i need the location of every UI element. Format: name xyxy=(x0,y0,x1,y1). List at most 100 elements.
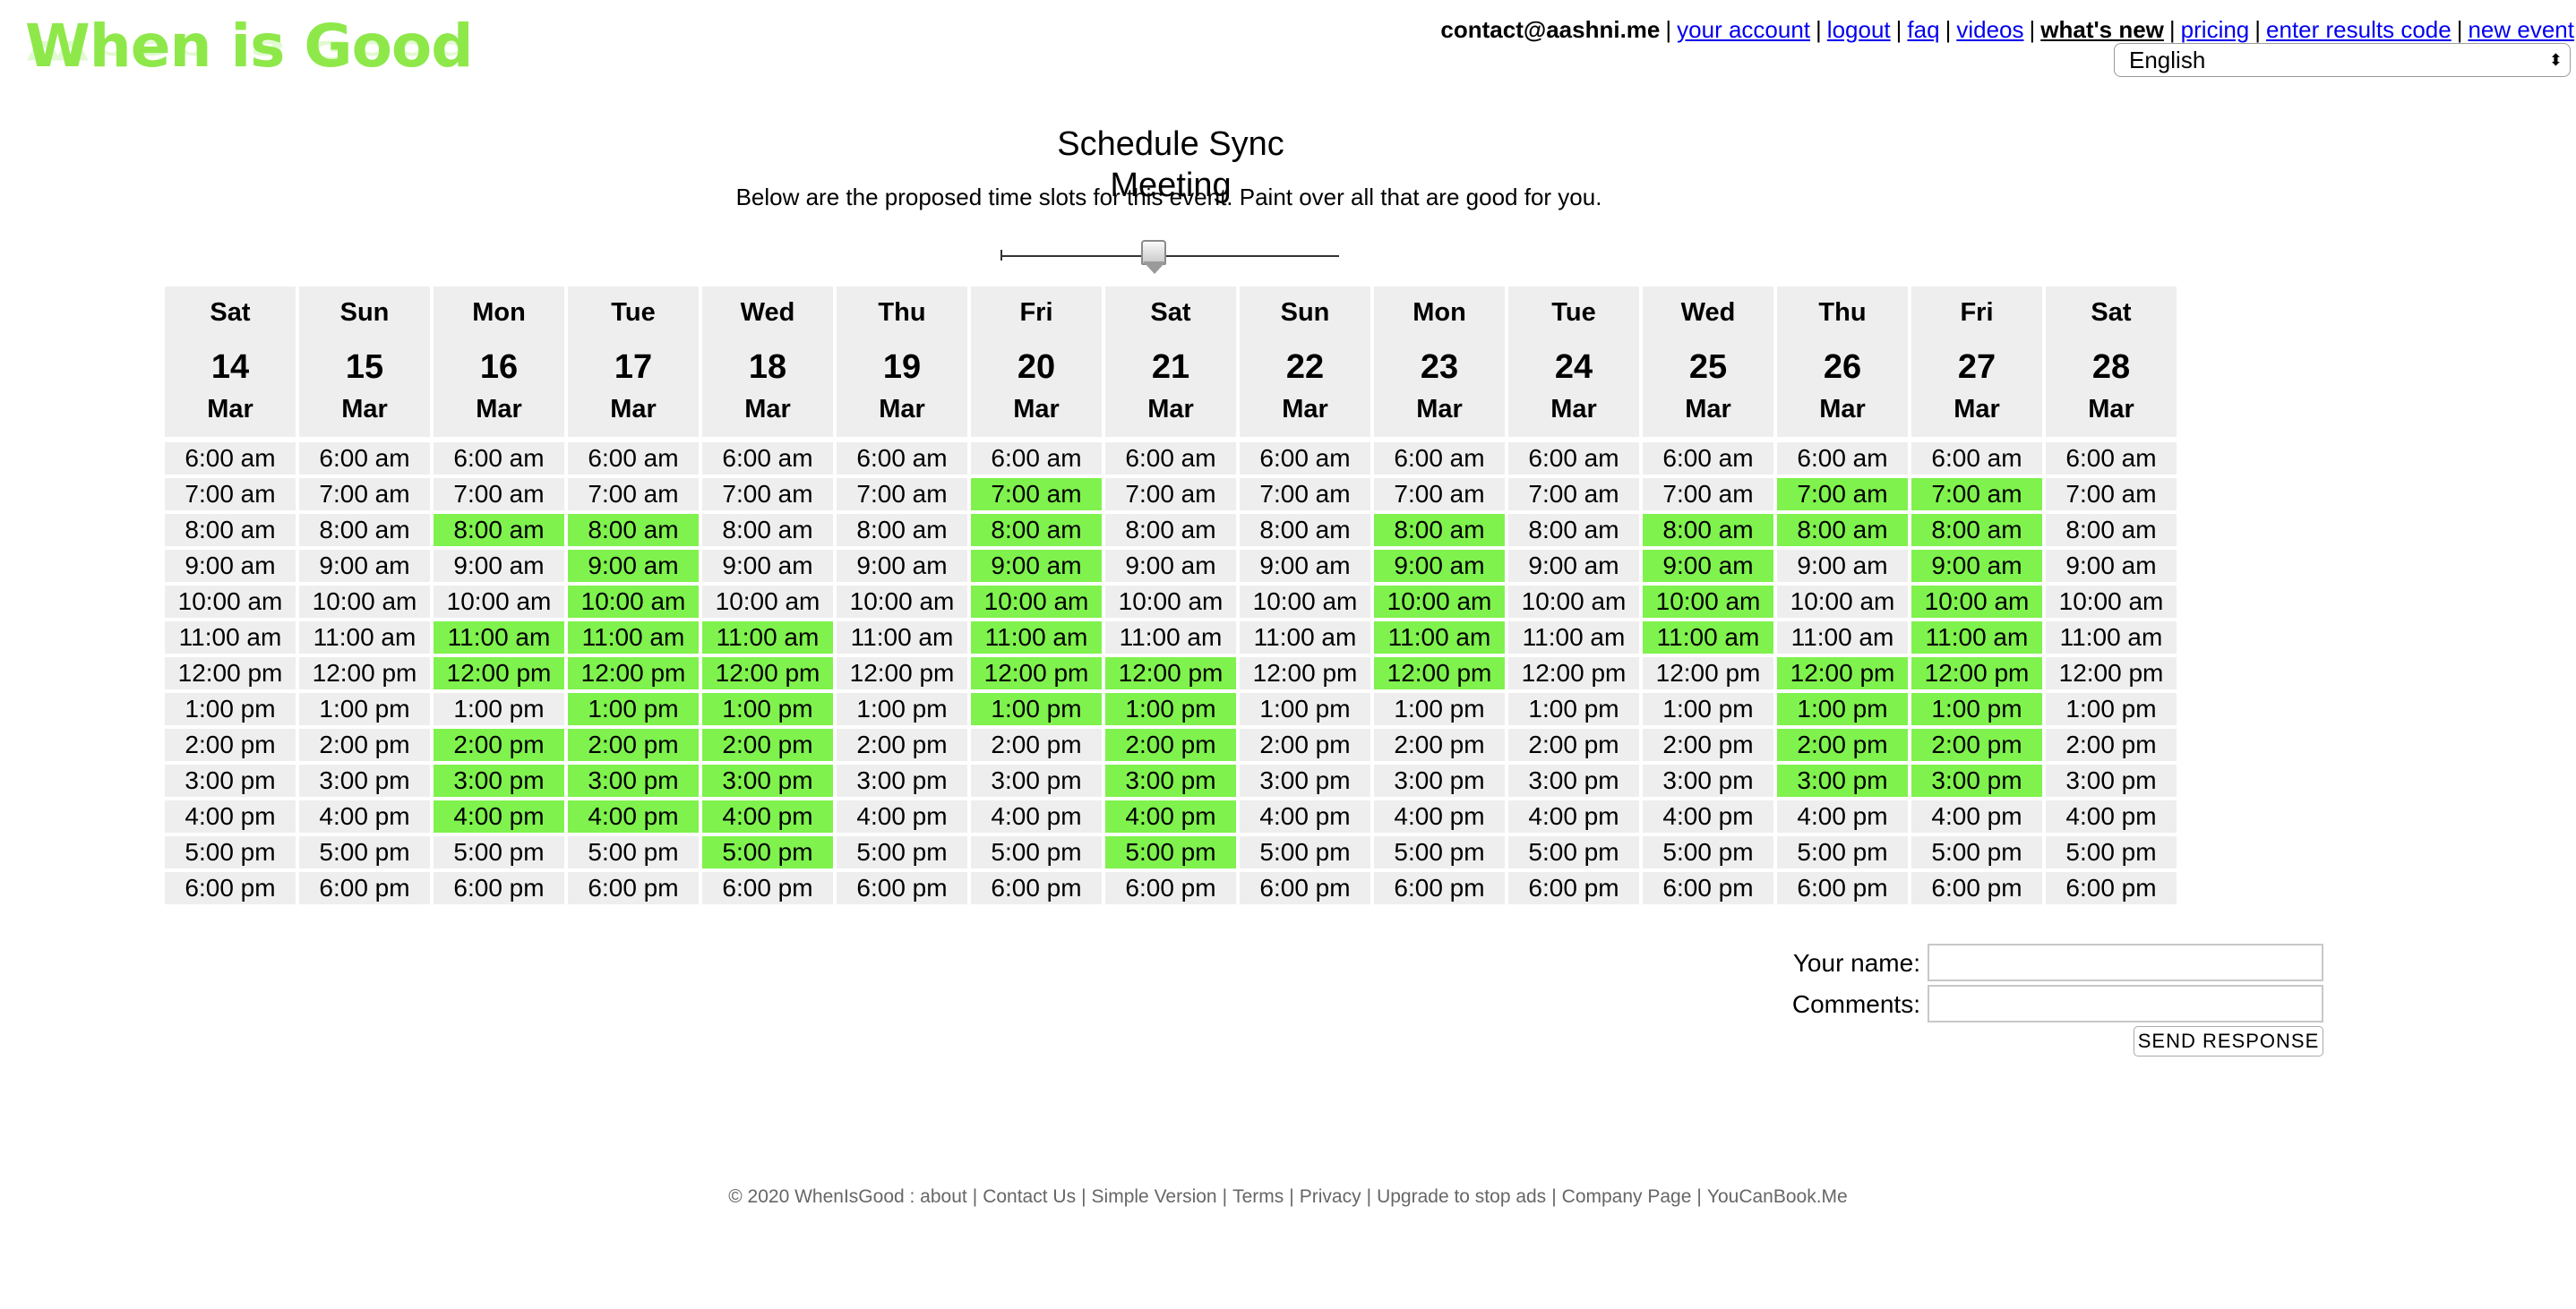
nav-videos-link[interactable]: videos xyxy=(1956,16,2024,43)
time-slot[interactable]: 1:00 pm xyxy=(702,693,833,725)
time-slot[interactable]: 12:00 pm xyxy=(837,657,967,689)
day-header[interactable]: Sat 21 Mar xyxy=(1105,287,1236,437)
time-slot[interactable]: 4:00 pm xyxy=(568,800,699,833)
time-slot[interactable]: 11:00 am xyxy=(2046,621,2177,654)
day-header[interactable]: Tue 17 Mar xyxy=(568,287,699,437)
time-slot[interactable]: 5:00 pm xyxy=(1105,836,1236,868)
time-slot[interactable]: 9:00 am xyxy=(2046,550,2177,582)
time-slot[interactable]: 6:00 am xyxy=(1240,442,1370,475)
footer-link[interactable]: Terms xyxy=(1232,1186,1284,1207)
time-slot[interactable]: 5:00 pm xyxy=(1508,836,1639,868)
time-slot[interactable]: 4:00 pm xyxy=(1374,800,1505,833)
time-slot[interactable]: 10:00 am xyxy=(1240,586,1370,618)
time-slot[interactable]: 1:00 pm xyxy=(1911,693,2042,725)
time-slot[interactable]: 2:00 pm xyxy=(1777,729,1908,761)
time-slot[interactable]: 7:00 am xyxy=(2046,478,2177,510)
time-slot[interactable]: 2:00 pm xyxy=(2046,729,2177,761)
time-slot[interactable]: 6:00 pm xyxy=(1777,872,1908,904)
time-slot[interactable]: 6:00 am xyxy=(299,442,430,475)
time-slot[interactable]: 6:00 am xyxy=(568,442,699,475)
time-slot[interactable]: 8:00 am xyxy=(165,514,296,546)
time-slot[interactable]: 10:00 am xyxy=(702,586,833,618)
time-slot[interactable]: 11:00 am xyxy=(434,621,564,654)
time-slot[interactable]: 7:00 am xyxy=(1508,478,1639,510)
time-slot[interactable]: 5:00 pm xyxy=(1911,836,2042,868)
time-slot[interactable]: 5:00 pm xyxy=(434,836,564,868)
time-slot[interactable]: 12:00 pm xyxy=(1374,657,1505,689)
name-input[interactable] xyxy=(1928,944,2323,981)
time-slot[interactable]: 9:00 am xyxy=(971,550,1102,582)
time-slot[interactable]: 12:00 pm xyxy=(299,657,430,689)
nav-whats-new-link[interactable]: what's new xyxy=(2040,16,2164,43)
time-slot[interactable]: 2:00 pm xyxy=(1508,729,1639,761)
time-slot[interactable]: 5:00 pm xyxy=(1777,836,1908,868)
time-slot[interactable]: 9:00 am xyxy=(1643,550,1773,582)
time-slot[interactable]: 4:00 pm xyxy=(1643,800,1773,833)
time-slot[interactable]: 4:00 pm xyxy=(434,800,564,833)
time-slot[interactable]: 7:00 am xyxy=(1777,478,1908,510)
footer-link[interactable]: Contact Us xyxy=(983,1186,1077,1207)
time-slot[interactable]: 4:00 pm xyxy=(1508,800,1639,833)
time-slot[interactable]: 12:00 pm xyxy=(2046,657,2177,689)
time-slot[interactable]: 1:00 pm xyxy=(568,693,699,725)
time-slot[interactable]: 3:00 pm xyxy=(1105,765,1236,797)
time-slot[interactable]: 6:00 pm xyxy=(1374,872,1505,904)
time-slot[interactable]: 9:00 am xyxy=(702,550,833,582)
day-header[interactable]: Sat 28 Mar xyxy=(2046,287,2177,437)
time-slot[interactable]: 9:00 am xyxy=(568,550,699,582)
time-slot[interactable]: 9:00 am xyxy=(165,550,296,582)
nav-faq-link[interactable]: faq xyxy=(1907,16,1940,43)
time-slot[interactable]: 11:00 am xyxy=(1508,621,1639,654)
time-slot[interactable]: 10:00 am xyxy=(568,586,699,618)
time-slot[interactable]: 8:00 am xyxy=(1911,514,2042,546)
time-slot[interactable]: 4:00 pm xyxy=(2046,800,2177,833)
time-slot[interactable]: 9:00 am xyxy=(1105,550,1236,582)
nav-enter-results-code-link[interactable]: enter results code xyxy=(2266,16,2451,43)
time-slot[interactable]: 12:00 pm xyxy=(1777,657,1908,689)
nav-pricing-link[interactable]: pricing xyxy=(2180,16,2250,43)
time-slot[interactable]: 11:00 am xyxy=(568,621,699,654)
time-slot[interactable]: 11:00 am xyxy=(702,621,833,654)
time-slot[interactable]: 2:00 pm xyxy=(702,729,833,761)
time-slot[interactable]: 1:00 pm xyxy=(434,693,564,725)
time-slot[interactable]: 4:00 pm xyxy=(1777,800,1908,833)
time-slot[interactable]: 6:00 am xyxy=(2046,442,2177,475)
time-slot[interactable]: 6:00 pm xyxy=(299,872,430,904)
time-slot[interactable]: 6:00 am xyxy=(1643,442,1773,475)
time-slot[interactable]: 8:00 am xyxy=(971,514,1102,546)
time-slot[interactable]: 5:00 pm xyxy=(1374,836,1505,868)
time-slot[interactable]: 5:00 pm xyxy=(971,836,1102,868)
time-slot[interactable]: 4:00 pm xyxy=(971,800,1102,833)
time-slot[interactable]: 2:00 pm xyxy=(165,729,296,761)
time-slot[interactable]: 6:00 pm xyxy=(702,872,833,904)
day-header[interactable]: Thu 19 Mar xyxy=(837,287,967,437)
time-slot[interactable]: 6:00 pm xyxy=(1508,872,1639,904)
time-slot[interactable]: 3:00 pm xyxy=(1911,765,2042,797)
day-header[interactable]: Sun 22 Mar xyxy=(1240,287,1370,437)
day-header[interactable]: Sat 14 Mar xyxy=(165,287,296,437)
day-header[interactable]: Wed 25 Mar xyxy=(1643,287,1773,437)
time-slot[interactable]: 1:00 pm xyxy=(1105,693,1236,725)
time-slot[interactable]: 6:00 pm xyxy=(434,872,564,904)
send-response-button[interactable]: SEND RESPONSE xyxy=(2134,1026,2323,1057)
time-slot[interactable]: 11:00 am xyxy=(299,621,430,654)
day-header[interactable]: Sun 15 Mar xyxy=(299,287,430,437)
time-slot[interactable]: 10:00 am xyxy=(434,586,564,618)
nav-new-event-link[interactable]: new event xyxy=(2468,16,2574,43)
time-slot[interactable]: 7:00 am xyxy=(1643,478,1773,510)
time-slot[interactable]: 5:00 pm xyxy=(702,836,833,868)
time-slot[interactable]: 7:00 am xyxy=(1374,478,1505,510)
time-slot[interactable]: 10:00 am xyxy=(1105,586,1236,618)
footer-link[interactable]: © 2020 WhenIsGood : about xyxy=(728,1186,967,1207)
time-slot[interactable]: 3:00 pm xyxy=(837,765,967,797)
logo[interactable]: When is Good xyxy=(25,12,473,81)
nav-your-account-link[interactable]: your account xyxy=(1677,16,1811,43)
time-slot[interactable]: 3:00 pm xyxy=(299,765,430,797)
time-slot[interactable]: 8:00 am xyxy=(2046,514,2177,546)
time-slot[interactable]: 3:00 pm xyxy=(568,765,699,797)
time-slot[interactable]: 8:00 am xyxy=(299,514,430,546)
time-slot[interactable]: 3:00 pm xyxy=(1777,765,1908,797)
time-slot[interactable]: 5:00 pm xyxy=(2046,836,2177,868)
time-slot[interactable]: 4:00 pm xyxy=(299,800,430,833)
footer-link[interactable]: Privacy xyxy=(1299,1186,1361,1207)
